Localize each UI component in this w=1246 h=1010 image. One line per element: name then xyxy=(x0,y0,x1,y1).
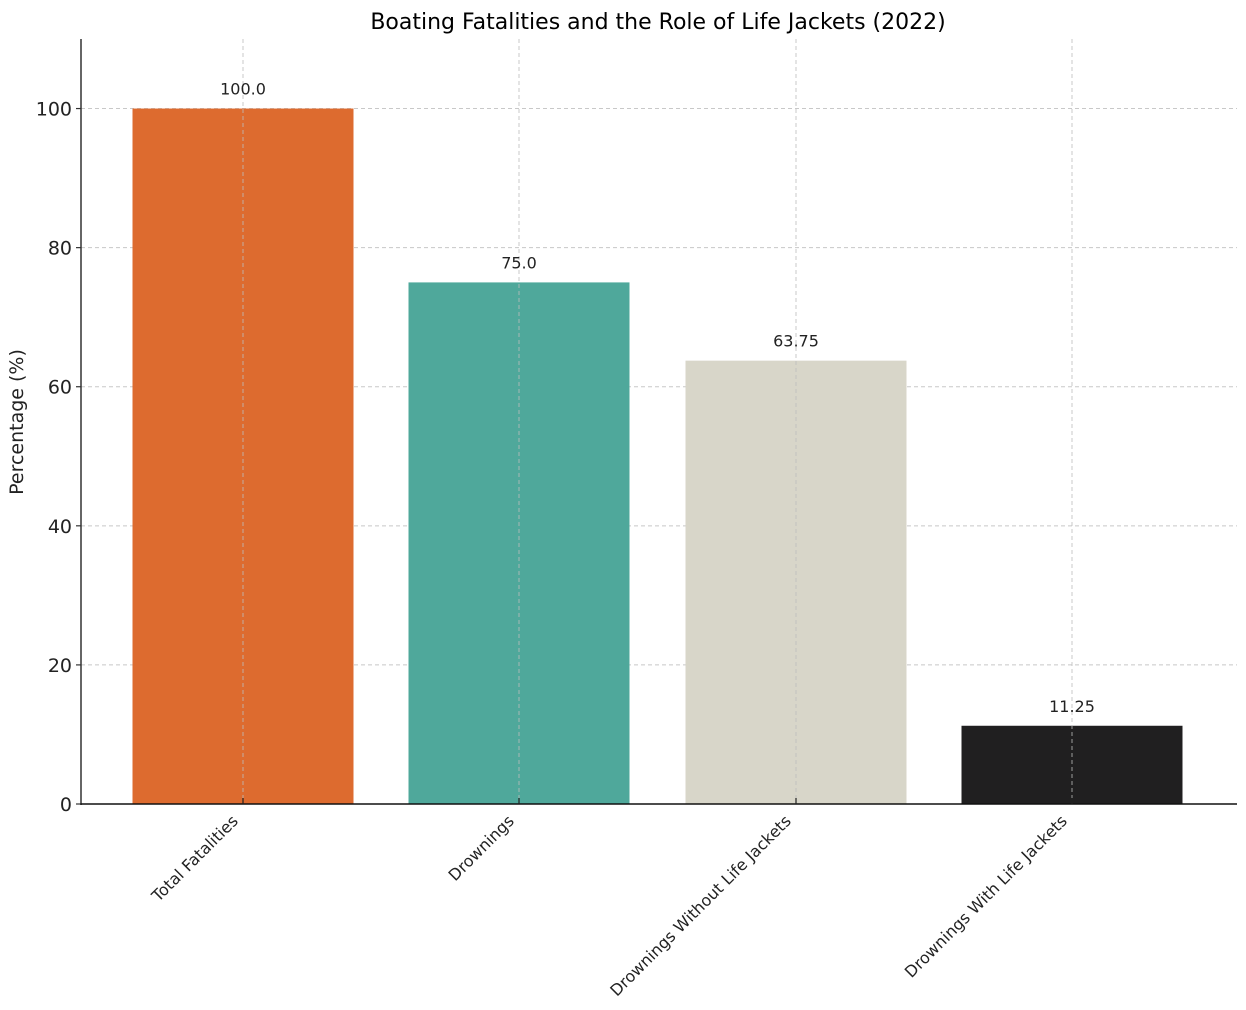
vertical-grid-lines xyxy=(242,39,1073,804)
bar-value-label: 75.0 xyxy=(501,253,537,272)
bar-value-label: 100.0 xyxy=(220,80,266,99)
x-tick-label: Drownings Without Life Jackets xyxy=(606,811,795,1000)
y-tick-label: 20 xyxy=(48,655,72,677)
y-tick-label: 80 xyxy=(48,238,72,260)
bars xyxy=(132,108,1183,805)
y-axis-label: Percentage (%) xyxy=(6,349,28,495)
bar-value-label: 63.75 xyxy=(773,332,819,351)
y-tick-label: 60 xyxy=(48,377,72,399)
x-tick-label: Total Fatalities xyxy=(147,811,242,906)
bar-value-label: 11.25 xyxy=(1049,697,1095,716)
bar-value-labels: 100.0 75.0 63.75 11.25 xyxy=(220,80,1095,716)
chart-title: Boating Fatalities and the Role of Life … xyxy=(370,10,945,35)
x-tick-label: Drownings xyxy=(445,811,518,884)
x-tick-label: Drownings With Life Jackets xyxy=(901,811,1071,981)
y-tick-label: 100 xyxy=(36,99,72,121)
x-ticks: Total Fatalities Drownings Drownings Witho… xyxy=(147,798,1073,1000)
y-tick-label: 0 xyxy=(60,794,72,816)
y-tick-label: 40 xyxy=(48,516,72,538)
bar-4 xyxy=(961,725,1183,804)
y-ticks: 0 20 40 60 80 100 xyxy=(36,99,81,816)
